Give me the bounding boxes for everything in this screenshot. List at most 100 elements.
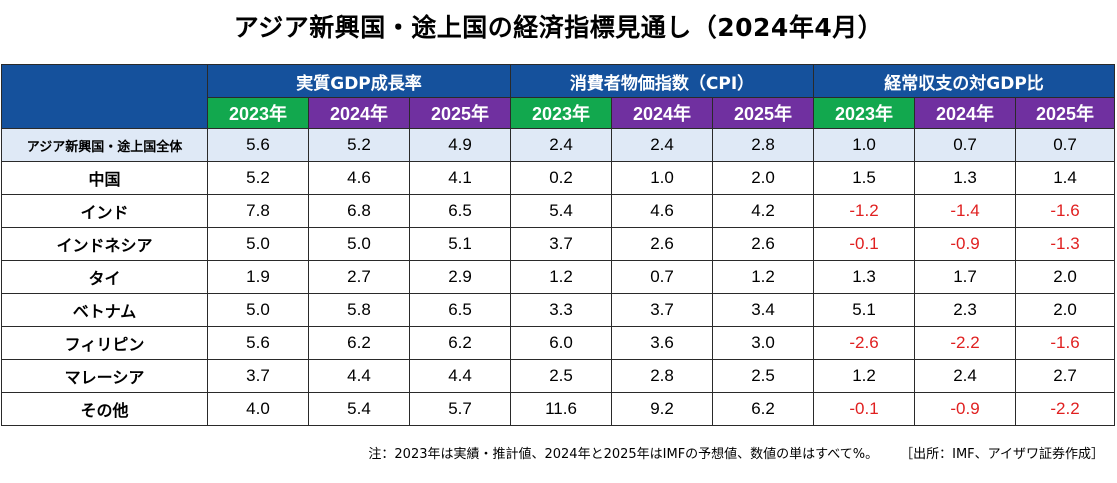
data-cell: 6.8: [308, 194, 410, 228]
data-cell: 2.3: [914, 293, 1017, 327]
data-cell: 1.2: [712, 260, 815, 294]
year-header-2023: 2023年: [813, 97, 916, 129]
data-cell: -1.4: [914, 194, 1017, 228]
data-cell: 2.6: [712, 227, 815, 261]
data-cell: 1.2: [510, 260, 613, 294]
data-cell: 1.9: [207, 260, 309, 294]
data-cell: 5.6: [207, 128, 309, 162]
data-cell: -1.3: [1015, 227, 1116, 261]
data-cell: 2.9: [408, 260, 512, 294]
year-header-2023: 2023年: [207, 97, 309, 129]
data-cell: 6.2: [408, 326, 512, 360]
data-cell: -2.2: [914, 326, 1017, 360]
year-header-2024: 2024年: [611, 97, 714, 129]
data-cell: 1.7: [914, 260, 1017, 294]
data-cell: 2.5: [712, 359, 815, 393]
corner-header-cell: [1, 64, 208, 129]
table-row: マレーシア 3.7 4.4 4.4 2.5 2.8 2.5 1.2 2.4 2.…: [1, 359, 1116, 393]
year-header-row: 2023年 2024年 2025年 2023年 2024年 2025年 2023…: [2, 97, 1116, 129]
page-title: アジア新興国・途上国の経済指標見通し（2024年4月）: [233, 13, 884, 42]
year-header-2024: 2024年: [308, 97, 410, 129]
data-cell: 4.2: [712, 194, 815, 228]
row-label: インドネシア: [1, 227, 208, 261]
data-cell: -2.6: [813, 326, 916, 360]
table-row: フィリピン 5.6 6.2 6.2 6.0 3.6 3.0 -2.6 -2.2 …: [1, 326, 1116, 360]
row-label: ベトナム: [1, 293, 208, 327]
data-cell: 5.0: [207, 227, 309, 261]
year-header-2023: 2023年: [510, 97, 613, 129]
row-label: アジア新興国・途上国全体: [1, 128, 208, 162]
data-cell: 2.7: [1015, 359, 1116, 393]
table-row: 中国 5.2 4.6 4.1 0.2 1.0 2.0 1.5 1.3 1.4: [1, 161, 1116, 195]
row-label: フィリピン: [1, 326, 208, 360]
data-cell: 1.5: [813, 161, 916, 195]
row-label: タイ: [1, 260, 208, 294]
row-label: マレーシア: [1, 359, 208, 393]
data-cell: 1.0: [813, 128, 916, 162]
data-cell: 4.4: [408, 359, 512, 393]
data-cell: 3.3: [510, 293, 613, 327]
data-cell: 5.6: [207, 326, 309, 360]
data-cell: 2.6: [611, 227, 714, 261]
data-cell: 7.8: [207, 194, 309, 228]
economic-indicators-table: 実質GDP成長率 消費者物価指数（CPI） 経常収支の対GDP比 2023年 2…: [1, 64, 1116, 426]
data-cell: 0.7: [914, 128, 1017, 162]
data-cell: 5.4: [308, 392, 410, 426]
data-cell: 2.0: [1015, 260, 1116, 294]
group-header-gdp: 実質GDP成長率: [206, 64, 512, 98]
data-cell: 1.0: [611, 161, 714, 195]
data-cell: 2.7: [308, 260, 410, 294]
data-cell: 4.0: [207, 392, 309, 426]
data-cell: -1.2: [813, 194, 916, 228]
data-cell: -0.1: [813, 227, 916, 261]
data-cell: 1.4: [1015, 161, 1116, 195]
data-cell: 5.0: [207, 293, 309, 327]
group-header-row: 実質GDP成長率 消費者物価指数（CPI） 経常収支の対GDP比: [1, 64, 1116, 129]
data-cell: -0.9: [914, 227, 1017, 261]
row-label: インド: [1, 194, 208, 228]
data-cell: 5.7: [408, 392, 512, 426]
data-cell: -0.9: [914, 392, 1017, 426]
data-cell: 4.6: [308, 161, 410, 195]
data-cell: 5.1: [408, 227, 512, 261]
data-cell: 9.2: [611, 392, 714, 426]
data-cell: -2.2: [1015, 392, 1116, 426]
data-cell: -1.6: [1015, 326, 1116, 360]
data-cell: 5.2: [308, 128, 410, 162]
data-cell: 6.5: [408, 194, 512, 228]
data-cell: 3.7: [207, 359, 309, 393]
data-cell: 2.4: [914, 359, 1017, 393]
data-cell: 2.8: [712, 128, 815, 162]
table-row: その他 4.0 5.4 5.7 11.6 9.2 6.2 -0.1 -0.9 -…: [1, 392, 1116, 426]
year-header-2025: 2025年: [1015, 97, 1116, 129]
table-row: インド 7.8 6.8 6.5 5.4 4.6 4.2 -1.2 -1.4 -1…: [1, 194, 1116, 228]
data-cell: 2.8: [611, 359, 714, 393]
data-cell: 3.0: [712, 326, 815, 360]
data-cell: 5.1: [813, 293, 916, 327]
row-label: 中国: [1, 161, 208, 195]
data-cell: 3.7: [611, 293, 714, 327]
data-cell: 5.2: [207, 161, 309, 195]
data-cell: 2.5: [510, 359, 613, 393]
data-cell: 3.6: [611, 326, 714, 360]
data-cell: 5.0: [308, 227, 410, 261]
data-cell: 6.2: [712, 392, 815, 426]
table-row: ベトナム 5.0 5.8 6.5 3.3 3.7 3.4 5.1 2.3 2.0: [1, 293, 1116, 327]
data-cell: -0.1: [813, 392, 916, 426]
group-header-cpi: 消費者物価指数（CPI）: [510, 64, 815, 98]
data-cell: 0.2: [510, 161, 613, 195]
data-cell: 4.6: [611, 194, 714, 228]
data-cell: 2.0: [1015, 293, 1116, 327]
data-cell: 1.3: [914, 161, 1017, 195]
data-cell: 0.7: [1015, 128, 1116, 162]
data-cell: 3.7: [510, 227, 613, 261]
group-header-current-account: 経常収支の対GDP比: [813, 64, 1116, 98]
data-cell: 6.5: [408, 293, 512, 327]
data-cell: 0.7: [611, 260, 714, 294]
data-cell: 5.4: [510, 194, 613, 228]
data-cell: 1.3: [813, 260, 916, 294]
data-cell: 11.6: [510, 392, 613, 426]
data-cell: 2.4: [611, 128, 714, 162]
source-note: ［出所：IMF、アイザワ証券作成］: [900, 447, 1104, 462]
data-cell: 5.8: [308, 293, 410, 327]
